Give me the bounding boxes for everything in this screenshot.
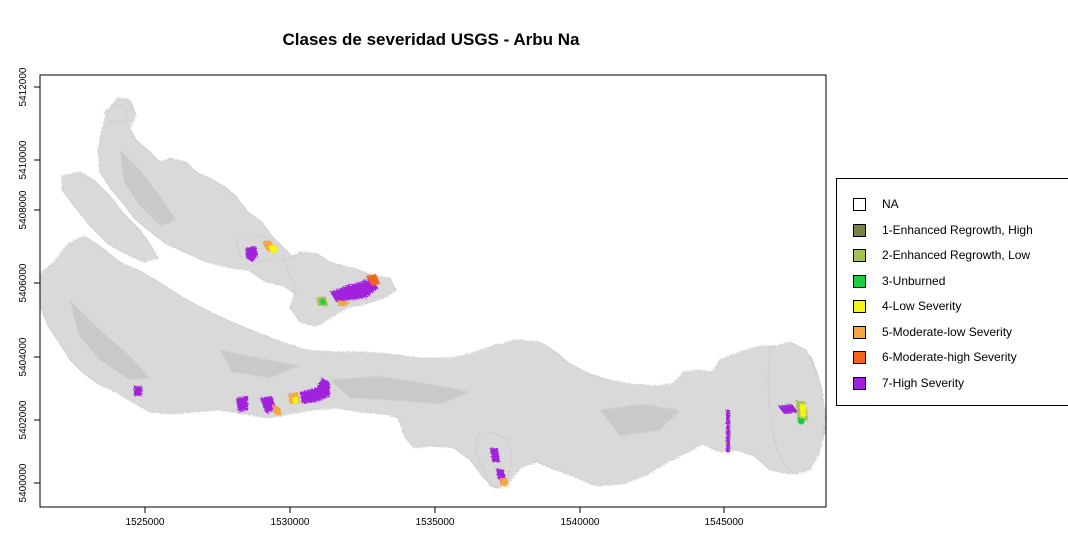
legend-item-low-severity: 4-Low Severity <box>853 297 961 315</box>
y-axis-labels: 5400000 5402000 5404000 5406000 5408000 … <box>18 67 29 502</box>
legend-item-unburned: 3-Unburned <box>853 272 945 290</box>
low-severity-patch <box>800 404 806 418</box>
y-tick-label: 5408000 <box>18 190 29 229</box>
legend-item-regrowth-high: 1-Enhanced Regrowth, High <box>853 221 1033 239</box>
legend-item-moderate-high: 6-Moderate-high Severity <box>853 348 1017 366</box>
legend-item-na: NA <box>853 195 899 213</box>
moderate-high-patch <box>366 274 380 286</box>
y-tick-label: 5412000 <box>18 67 29 106</box>
x-tick-label: 1525000 <box>126 517 165 528</box>
legend-swatch <box>853 274 866 288</box>
moderate-low-patch <box>500 478 508 486</box>
legend-label: 1-Enhanced Regrowth, High <box>882 223 1033 237</box>
legend-swatch <box>853 376 866 390</box>
moderate-low-patch <box>272 404 282 416</box>
high-severity-patch <box>300 378 330 404</box>
legend-label: 2-Enhanced Regrowth, Low <box>882 248 1031 262</box>
legend-swatch <box>853 299 866 313</box>
legend-label: 3-Unburned <box>882 274 946 288</box>
high-severity-patch <box>246 246 258 262</box>
low-severity-patch <box>292 396 298 403</box>
study-area-terrain <box>39 97 827 489</box>
y-tick-label: 5406000 <box>18 263 29 302</box>
high-severity-patch <box>260 396 276 414</box>
legend-label: 7-High Severity <box>882 376 965 390</box>
y-tick-label: 5410000 <box>18 140 29 179</box>
x-tick-label: 1545000 <box>705 517 744 528</box>
legend-swatch <box>853 223 866 237</box>
severity-patches <box>134 240 808 486</box>
y-axis <box>34 86 40 484</box>
x-axis-labels: 1525000 1530000 1535000 1540000 1545000 <box>126 517 744 528</box>
legend-swatch <box>853 325 866 339</box>
legend-label: 5-Moderate-low Severity <box>882 325 1013 339</box>
y-tick-label: 5404000 <box>18 337 29 376</box>
x-axis <box>144 507 725 513</box>
legend-label: 4-Low Severity <box>882 299 962 313</box>
legend-label: 6-Moderate-high Severity <box>882 350 1017 364</box>
legend-label: NA <box>882 197 899 211</box>
y-tick-label: 5400000 <box>18 463 29 502</box>
high-severity-patch <box>330 278 378 302</box>
x-tick-label: 1540000 <box>561 517 600 528</box>
unburned-patch <box>798 418 804 424</box>
legend-item-moderate-low: 5-Moderate-low Severity <box>853 323 1012 341</box>
high-severity-patch <box>134 386 142 396</box>
high-severity-patch <box>236 396 248 412</box>
x-tick-label: 1535000 <box>416 517 455 528</box>
legend-swatch <box>853 197 866 211</box>
moderate-low-patch <box>338 300 350 306</box>
legend-item-regrowth-low: 2-Enhanced Regrowth, Low <box>853 246 1030 264</box>
high-severity-patch <box>496 468 506 480</box>
terrain-shading <box>70 150 680 436</box>
high-severity-patch <box>726 410 730 452</box>
map-title: Clases de severidad USGS - Arbu Na <box>282 30 580 49</box>
x-tick-label: 1530000 <box>271 517 310 528</box>
plot-frame <box>39 74 827 508</box>
legend-item-high-severity: 7-High Severity <box>853 374 964 392</box>
high-severity-patch <box>490 448 500 462</box>
legend-swatch <box>853 248 866 262</box>
legend: NA 1-Enhanced Regrowth, High 2-Enhanced … <box>836 178 1068 406</box>
legend-swatch <box>853 350 866 364</box>
high-severity-patch <box>778 404 798 414</box>
unburned-patch <box>320 298 326 305</box>
low-severity-patch <box>268 244 278 254</box>
y-tick-label: 5402000 <box>18 400 29 439</box>
